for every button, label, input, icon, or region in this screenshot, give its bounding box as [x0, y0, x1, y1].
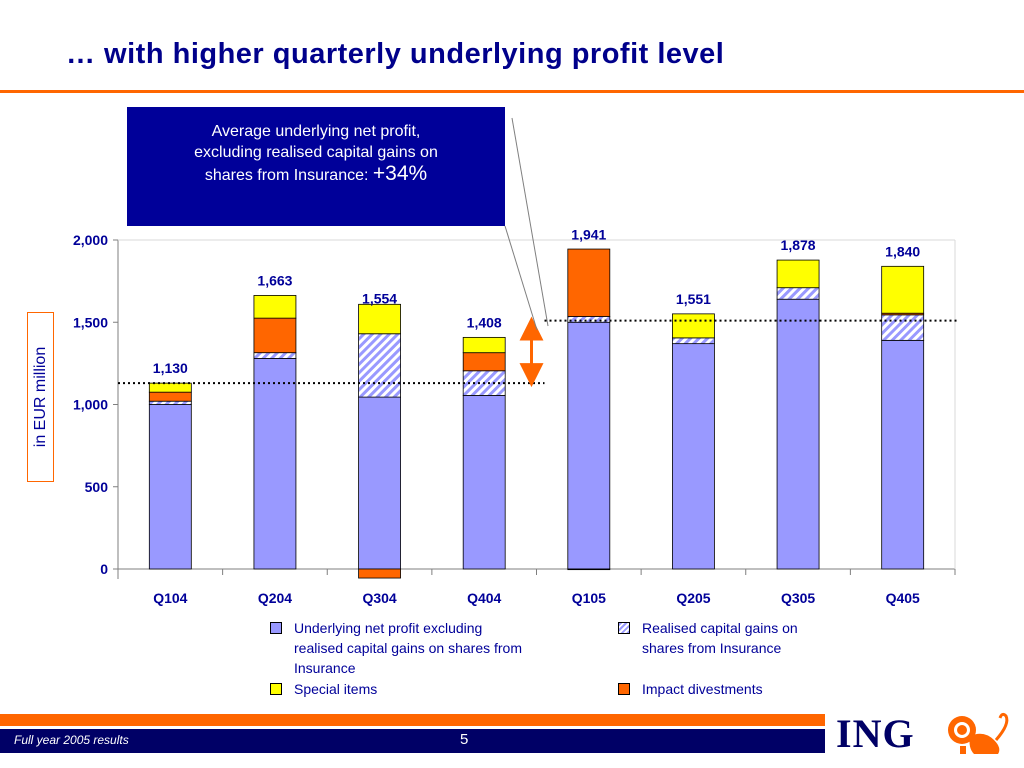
bar-segment-special	[881, 265, 925, 314]
bar-total-label: 1,408	[467, 314, 502, 330]
legend-label-realised-line-1: Realised capital gains on	[642, 620, 798, 636]
bar-segment-underlying	[148, 404, 192, 570]
bar-segment-underlying	[253, 358, 297, 570]
bar-segment-divestments	[567, 248, 611, 317]
bar-segment-special	[567, 568, 611, 571]
slide-title: … with higher quarterly underlying profi…	[66, 38, 725, 70]
bar-segment-special	[776, 259, 820, 289]
legend-label-underlying-line-2: realised capital gains on shares from	[294, 640, 523, 656]
bar-segment-realised	[148, 400, 192, 405]
legend-swatch-divestments	[618, 683, 630, 695]
bar-total-label: 1,551	[676, 291, 711, 307]
bar-segment-divestments	[253, 317, 297, 354]
lion-icon	[948, 712, 1009, 754]
bar-segment-special	[253, 295, 297, 319]
bar-total-label: 1,663	[257, 272, 292, 288]
x-tick-label: Q105	[572, 590, 606, 606]
x-tick-label: Q104	[153, 590, 187, 606]
x-tick-label: Q304	[362, 590, 396, 606]
x-tick-label: Q205	[676, 590, 710, 606]
legend-item-divestments: Impact divestments	[618, 679, 878, 699]
bar-total-label: 1,941	[571, 227, 606, 243]
bar-segment-divestments	[358, 568, 401, 579]
legend-item-underlying: Underlying net profit excluding realised…	[270, 618, 610, 678]
y-tick-label: 500	[85, 479, 109, 495]
bar-segment-underlying	[567, 321, 611, 570]
bar-total-label: 1,878	[781, 237, 816, 253]
legend-label-realised-line-2: shares from Insurance	[642, 640, 782, 656]
legend-label-realised: Realised capital gains on shares from In…	[618, 618, 878, 658]
callout-box: Average underlying net profit, excluding…	[127, 107, 505, 226]
bar-segment-underlying	[776, 298, 820, 570]
footer-orange-bar	[0, 714, 825, 726]
y-tick-label: 1,000	[73, 397, 108, 413]
y-tick-label: 2,000	[73, 232, 108, 248]
callout-line-3-text: shares from Insurance:	[204, 167, 373, 184]
bar-segment-realised	[672, 337, 715, 345]
bar-segment-special	[358, 303, 401, 335]
bar-segment-realised	[358, 333, 401, 398]
bar-segment-realised	[253, 352, 297, 359]
bar-total-label: 1,130	[153, 360, 188, 376]
legend-item-special: Special items	[270, 679, 570, 699]
bar-segment-underlying	[881, 339, 925, 570]
x-tick-label: Q204	[258, 590, 292, 606]
bar-segment-realised	[881, 314, 925, 341]
y-tick-label: 1,500	[73, 314, 108, 330]
x-tick-label: Q305	[781, 590, 815, 606]
bar-segment-realised	[567, 316, 611, 323]
bar-segment-realised	[776, 287, 820, 300]
callout-line-1: Average underlying net profit,	[211, 123, 421, 140]
footer-navy-bar	[0, 729, 825, 753]
legend-swatch-realised	[618, 622, 630, 634]
legend-label-underlying: Underlying net profit excluding realised…	[270, 618, 610, 678]
callout-pointer-line	[511, 117, 549, 327]
legend-swatch-special	[270, 683, 282, 695]
brand-logo: ING	[836, 711, 915, 756]
legend-swatch-underlying	[270, 622, 282, 634]
callout-pointer-line	[504, 225, 538, 331]
bar-segment-special	[462, 336, 506, 354]
y-axis-title-box: in EUR million	[27, 312, 54, 482]
legend-label-special: Special items	[294, 681, 378, 697]
legend-label-underlying-line-1: Underlying net profit excluding	[294, 620, 483, 636]
legend-label-underlying-line-3: Insurance	[294, 660, 356, 676]
legend-item-realised: Realised capital gains on shares from In…	[618, 618, 878, 658]
x-tick-label: Q405	[886, 590, 920, 606]
bar-segment-special	[672, 313, 715, 339]
bar-total-label: 1,840	[885, 243, 920, 259]
bar-segment-divestments	[462, 352, 506, 372]
legend-label-divestments: Impact divestments	[642, 681, 763, 697]
page-number: 5	[460, 731, 469, 748]
title-divider	[0, 90, 1024, 93]
bar-total-label: 1,554	[362, 290, 397, 306]
bar-segment-underlying	[462, 395, 506, 570]
bar-segment-underlying	[672, 343, 715, 570]
y-tick-label: 0	[100, 561, 108, 577]
callout-line-2: excluding realised capital gains on	[194, 144, 438, 161]
callout-percent-value: +34%	[372, 162, 428, 185]
bar-segment-divestments	[148, 391, 192, 402]
bar-segment-special	[148, 382, 192, 393]
footer-caption: Full year 2005 results	[14, 733, 129, 747]
bar-segment-underlying	[358, 396, 401, 570]
x-tick-label: Q404	[467, 590, 501, 606]
callout-line-3: shares from Insurance: +34%	[127, 163, 505, 186]
